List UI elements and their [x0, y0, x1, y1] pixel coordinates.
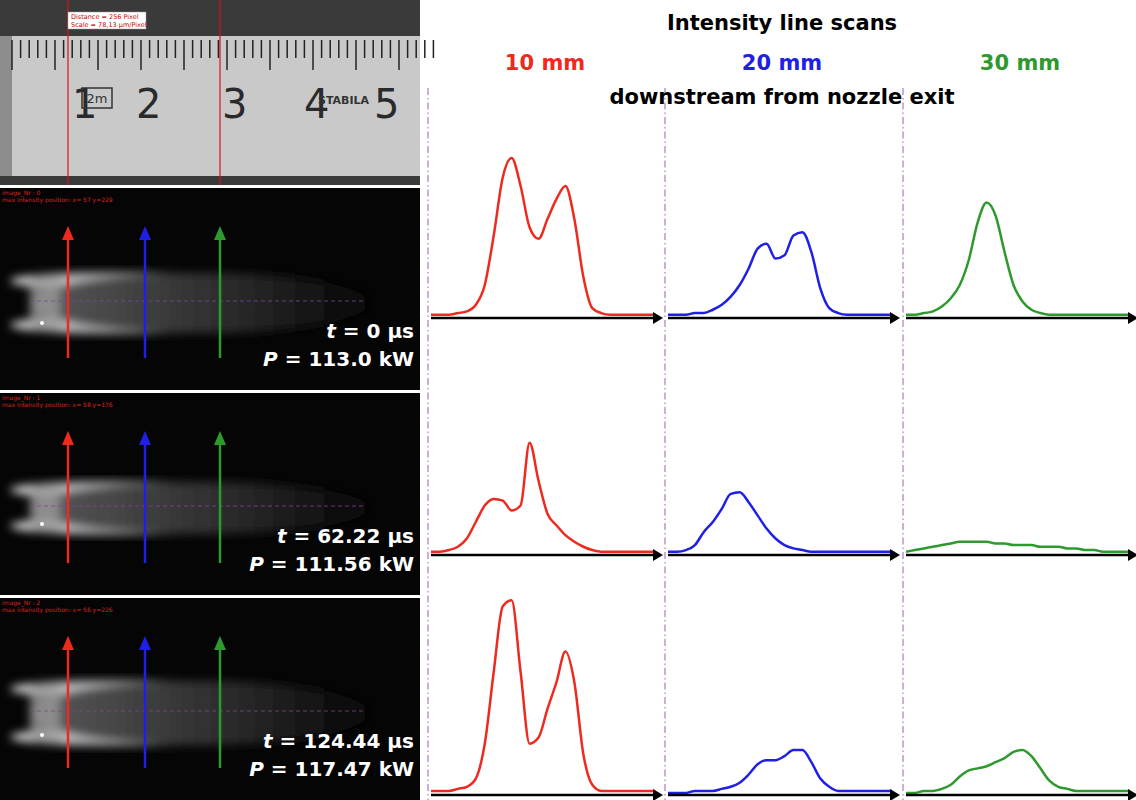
svg-text:P = 117.47 kW: P = 117.47 kW [249, 757, 414, 781]
svg-text:2: 2 [136, 81, 161, 127]
svg-text:1: 1 [72, 81, 98, 127]
svg-text:image_Nr : 1: image_Nr : 1 [2, 394, 41, 401]
svg-text:10 mm: 10 mm [505, 51, 585, 75]
svg-text:20 mm: 20 mm [742, 51, 822, 75]
svg-text:image_Nr : 2: image_Nr : 2 [2, 599, 41, 606]
svg-text:5: 5 [374, 81, 399, 127]
svg-text:4: 4 [304, 81, 330, 127]
svg-text:STABILA: STABILA [318, 94, 370, 107]
svg-text:max intensity position: x= 57: max intensity position: x= 57 y=229 [2, 196, 113, 204]
svg-text:P = 111.56 kW: P = 111.56 kW [249, 552, 414, 576]
svg-text:Intensity line scans: Intensity line scans [667, 11, 897, 35]
svg-text:P = 113.0 kW: P = 113.0 kW [263, 347, 414, 371]
svg-text:t = 0 µs: t = 0 µs [326, 319, 414, 343]
svg-text:30 mm: 30 mm [980, 51, 1060, 75]
svg-text:max intensity position: x= 56: max intensity position: x= 56 y=226 [2, 606, 113, 614]
svg-text:2m: 2m [87, 91, 108, 106]
svg-text:Scale = 78,13 µm/Pixel: Scale = 78,13 µm/Pixel [71, 21, 147, 29]
svg-text:t = 62.22 µs: t = 62.22 µs [277, 524, 414, 548]
svg-text:t = 124.44 µs: t = 124.44 µs [263, 729, 414, 753]
svg-text:3: 3 [222, 81, 247, 127]
svg-text:max intensity position: x= 58: max intensity position: x= 58 y=176 [2, 401, 113, 409]
svg-text:downstream from nozzle exit: downstream from nozzle exit [609, 85, 954, 109]
svg-text:image_Nr : 0: image_Nr : 0 [2, 189, 41, 196]
svg-text:Distance = 256 Pixel: Distance = 256 Pixel [71, 13, 139, 21]
